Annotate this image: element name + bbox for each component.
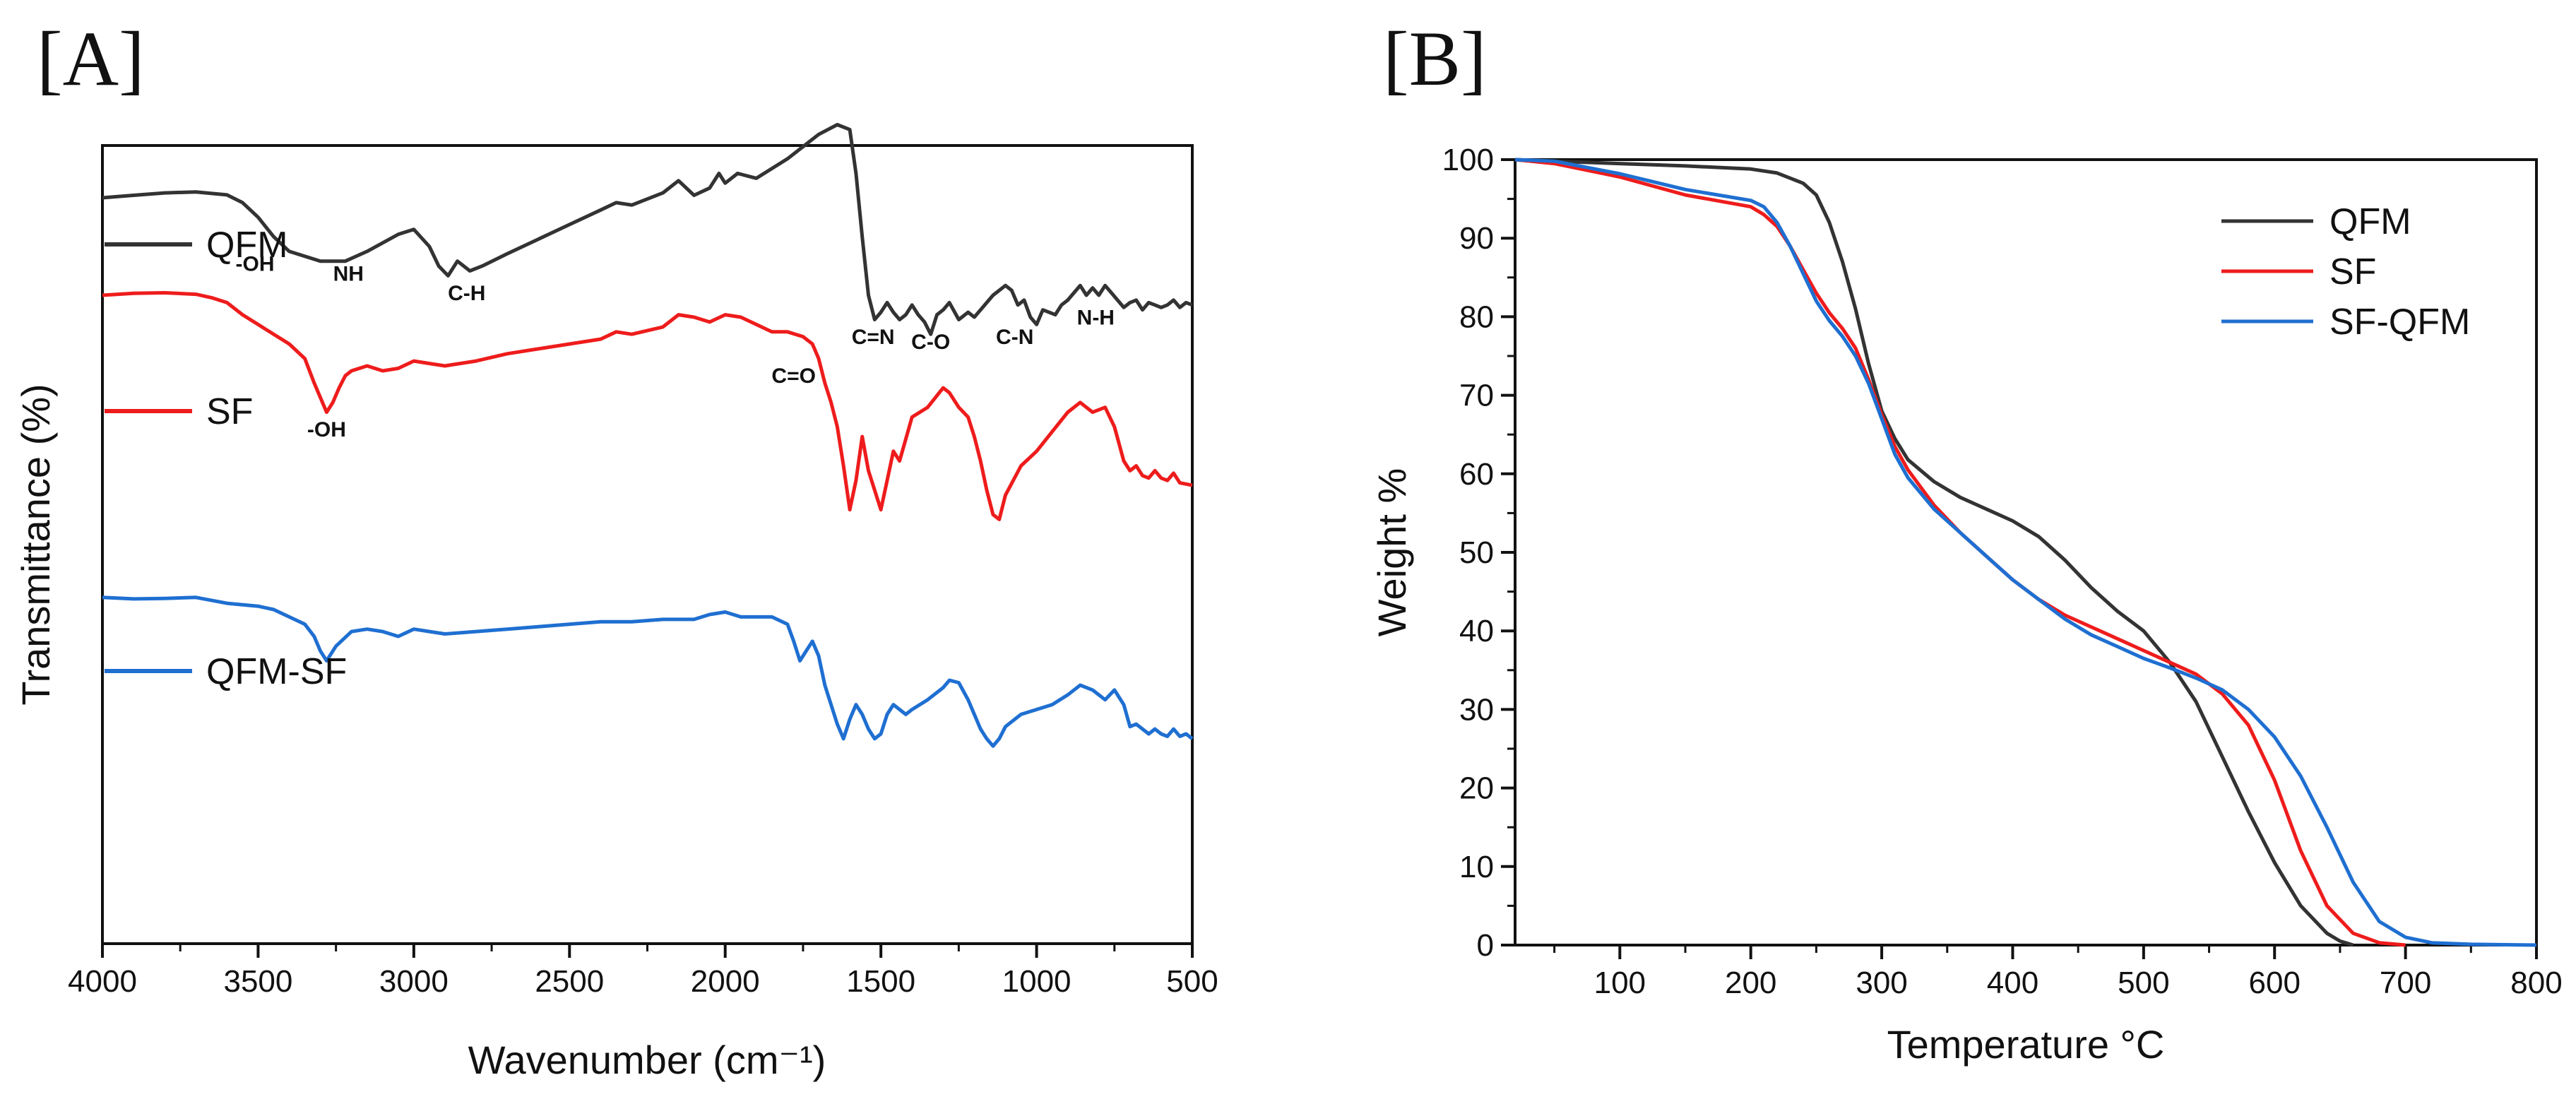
tga-x-tick-label: 600	[2249, 966, 2301, 1000]
ftir-series-line-qfm-sf	[102, 595, 1194, 748]
tga-x-tick-label: 700	[2380, 966, 2431, 1000]
tga-y-tick-label: 30	[1459, 692, 1494, 727]
tga-legend-label-sf-qfm: SF-QFM	[2329, 302, 2470, 343]
tga-x-tick-label: 800	[2510, 966, 2562, 1000]
ftir-legend-label-qfm: QFM	[206, 225, 288, 266]
ftir-peak-annotation: C-N	[996, 326, 1033, 349]
ftir-series-line-sf	[102, 291, 1193, 521]
ftir-x-tick-label: 500	[1166, 964, 1218, 999]
ftir-chart: 4000 3500 3000 2500 2000 1500 1000 500 QFMSFQFM…	[13, 123, 1218, 1082]
ftir-peak-annotation: -OH	[236, 253, 275, 276]
tga-x-tick-label: 200	[1725, 966, 1776, 1000]
tga-series-line-qfm	[1514, 158, 2354, 947]
tga-y-tick-label: 70	[1459, 379, 1494, 413]
ftir-x-tick-label: 2500	[535, 964, 604, 999]
tga-y-tick-label: 100	[1442, 143, 1494, 177]
ftir-x-tick-label: 2000	[691, 964, 760, 999]
tga-y-tick-label: 80	[1459, 299, 1494, 334]
panel-b-label: [B]	[1383, 16, 1487, 102]
tga-y-tick-label: 10	[1459, 850, 1494, 884]
ftir-x-axis-title: Wavenumber (cm⁻¹)	[468, 1038, 826, 1082]
ftir-series	[102, 123, 1194, 748]
ftir-peak-annotation: C=O	[771, 364, 816, 388]
ftir-peak-annotation: -OH	[307, 418, 346, 441]
tga-legend-label-sf: SF	[2329, 251, 2376, 292]
tga-y-tick-label: 60	[1459, 457, 1494, 492]
ftir-peak-annotation: C-H	[448, 282, 485, 305]
tga-legend: QFM SF SF-QFM	[2221, 201, 2470, 343]
ftir-legend-label-qfm-sf: QFM-SF	[206, 651, 347, 692]
tga-y-tick-label: 20	[1459, 771, 1494, 806]
ftir-x-tick-label: 1000	[1002, 964, 1072, 999]
ftir-legend: QFM SF QFM-SF	[105, 225, 347, 692]
ftir-x-tick-label: 4000	[68, 964, 137, 999]
tga-legend-label-qfm: QFM	[2329, 201, 2411, 242]
tga-x-tick-label: 100	[1594, 966, 1646, 1000]
tga-series-line-sf	[1514, 158, 2406, 947]
ftir-peak-annotation: N-H	[1077, 306, 1115, 329]
ftir-x-tick-label: 3000	[379, 964, 449, 999]
ftir-series-line-qfm	[102, 123, 1193, 336]
ftir-x-tick-label: 1500	[846, 964, 915, 999]
ftir-x-tick-label: 3500	[223, 964, 292, 999]
ftir-peak-annotation: C=N	[852, 326, 895, 349]
ftir-peak-annotation: NH	[333, 262, 364, 285]
tga-x-tick-label: 400	[1987, 966, 2038, 1000]
tga-chart: 100 200 300 400 500 600 700 800 0 10 20 30 40 50 60 70 8…	[1370, 143, 2563, 1067]
tga-y-tick-label: 40	[1459, 614, 1494, 648]
tga-x-tick-label: 500	[2118, 966, 2169, 1000]
tga-y-axis-title: Weight %	[1370, 468, 1414, 637]
tga-plot-frame	[1514, 158, 2538, 946]
panel-a-label: [A]	[37, 16, 145, 102]
ftir-peak-annotation: C-O	[911, 331, 950, 354]
tga-series-line-sf-qfm	[1514, 158, 2537, 947]
tga-axis-ticks: 100 200 300 400 500 600 700 800 0 10 20 30 40 50 60 70 8…	[1442, 143, 2563, 1000]
ftir-x-ticks: 4000 3500 3000 2500 2000 1500 1000 500	[68, 944, 1218, 999]
ftir-legend-label-sf: SF	[206, 391, 253, 432]
tga-y-tick-label: 0	[1477, 928, 1494, 963]
tga-x-axis-title: Temperature °C	[1887, 1022, 2165, 1067]
tga-series	[1514, 158, 2537, 947]
tga-y-tick-label: 90	[1459, 221, 1494, 256]
ftir-y-axis-title: Transmittance (%)	[13, 384, 58, 705]
tga-y-tick-label: 50	[1459, 535, 1494, 570]
ftir-annotations: -OH NH C-H C=N C-O C-N N-H -OH C=O	[236, 253, 1115, 442]
tga-x-tick-label: 300	[1856, 966, 1907, 1000]
